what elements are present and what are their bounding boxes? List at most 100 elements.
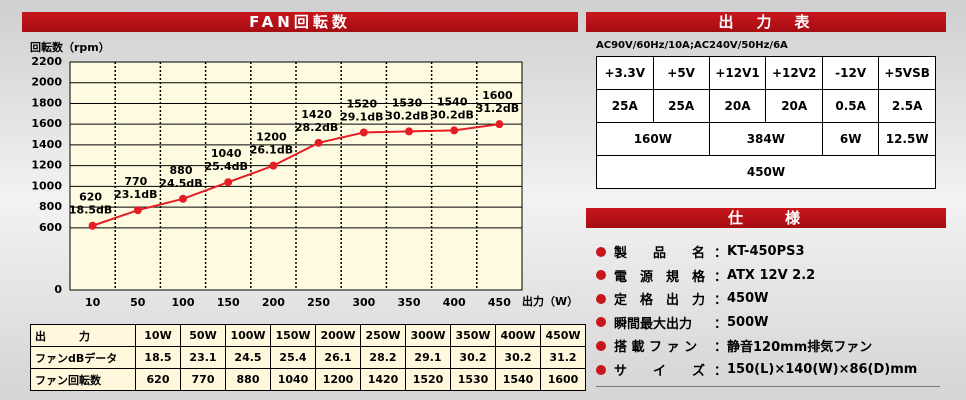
spec-label: 定 格 出 力 — [614, 293, 706, 309]
table-cell: 1200 — [315, 368, 361, 391]
table-cell: 0.5A — [822, 89, 880, 123]
table-cell: 450W — [596, 155, 936, 189]
table-cell: +5VSB — [878, 56, 936, 90]
value-label: 1540 — [437, 95, 468, 108]
table-row: 25A 25A 20A 20A 0.5A 2.5A — [596, 89, 936, 123]
table-cell: 23.1 — [180, 346, 226, 369]
spec-item: 搭 載 フ ァ ン ：静音120mm排気ファン — [596, 336, 872, 355]
db-label: 26.1dB — [250, 144, 293, 157]
value-label: 620 — [79, 191, 102, 204]
x-tick-label: 400 — [443, 296, 466, 309]
table-row: 450W — [596, 155, 936, 189]
output-subtitle: AC90V/60Hz/10A;AC240V/50Hz/6A — [596, 40, 788, 51]
output-table: +3.3V +5V +12V1 +12V2 -12V +5VSB 25A 25A 20A 20A 0… — [596, 56, 936, 189]
y-tick-label: 0 — [54, 283, 62, 296]
value-label: 1530 — [392, 96, 423, 109]
spec-value: 450W — [727, 291, 769, 307]
spec-value: 500W — [727, 314, 769, 330]
point — [179, 194, 187, 203]
point — [359, 128, 368, 137]
point — [405, 127, 413, 136]
table-cell: 770 — [180, 368, 226, 391]
table-cell: 12.5W — [878, 122, 936, 156]
value-label: 1200 — [256, 131, 287, 144]
table-cell: 30.2 — [450, 346, 496, 369]
table-row: 出 力 10W 50W 100W 150W 200W 250W 300W 350W 400W 450… — [30, 324, 586, 347]
table-cell: 31.2 — [540, 346, 586, 369]
table-cell: 6W — [822, 122, 880, 156]
table-cell: 出 力 — [30, 324, 136, 347]
x-tick-label: 350 — [398, 296, 421, 309]
output-title: 出 力 表 — [586, 12, 946, 32]
point — [495, 120, 504, 129]
spec-label: 製 品 名 — [614, 246, 706, 261]
y-tick-label: 600 — [39, 221, 62, 234]
table-cell: 1520 — [405, 368, 451, 391]
value-label: 880 — [170, 164, 193, 177]
db-label: 18.5dB — [69, 204, 112, 217]
y-tick-label: 1200 — [31, 159, 62, 172]
point — [314, 138, 323, 147]
spec-item: 製 品 名 ： KT-450PS3 — [596, 242, 805, 261]
spec-item: 瞬間最大出力 ： 500W — [596, 313, 769, 332]
bullet — [596, 364, 606, 375]
bullet — [596, 270, 606, 281]
x-tick-label: 100 — [172, 296, 195, 309]
spec-label: 電 源 規 格 — [614, 269, 706, 285]
table-cell: 1420 — [360, 368, 406, 391]
y-tick-label: 1400 — [31, 138, 62, 151]
chart-title: FAN回転数 — [22, 12, 578, 32]
db-label: 24.5dB — [159, 177, 202, 190]
table-cell: 25A — [596, 89, 654, 123]
db-label: 25.4dB — [204, 160, 247, 173]
table-cell: 25A — [652, 89, 710, 123]
table-cell: 29.1 — [405, 346, 451, 369]
y-tick-label: 1600 — [31, 117, 62, 130]
spec-value: 静音120mm排気ファン — [727, 340, 873, 356]
spec-value: 150(L)×140(W)×86(D)mm — [727, 362, 918, 377]
spec-label: 搭 載 フ ァ ン — [614, 340, 698, 356]
table-cell: 30.2 — [495, 346, 541, 369]
x-tick-label: 450 — [488, 296, 511, 309]
spec-label: 瞬間最大出力 — [614, 316, 693, 332]
table-cell: 10W — [135, 324, 181, 347]
table-cell: 300W — [405, 324, 451, 347]
table-cell: 384W — [708, 122, 824, 156]
table-cell: 50W — [180, 324, 226, 347]
spec-sep: ： — [714, 269, 728, 285]
table-cell: 1530 — [450, 368, 496, 391]
value-label: 1600 — [482, 89, 513, 102]
x-tick-label: 250 — [307, 296, 330, 309]
bullet — [596, 340, 606, 351]
table-cell: 100W — [225, 324, 271, 347]
table-row: ファン回転数 620 770 880 1040 1200 1420 1520 1530 1540 1… — [30, 368, 586, 391]
x-tick-label: 150 — [217, 296, 240, 309]
x-tick-label: 300 — [352, 296, 375, 309]
y-tick-label: 1000 — [31, 179, 62, 192]
x-tick-label: 50 — [130, 296, 146, 309]
spec-label: サ イ ズ — [614, 364, 706, 379]
spec-item: 定 格 出 力 ： 450W — [596, 289, 769, 308]
table-cell: 160W — [596, 122, 710, 156]
point — [450, 126, 459, 135]
db-label: 31.2dB — [476, 102, 519, 115]
table-cell: ファン回転数 — [30, 368, 136, 391]
table-cell: 24.5 — [225, 346, 271, 369]
value-label: 1420 — [301, 108, 332, 121]
table-row: ファンdBデータ 18.5 23.1 24.5 25.4 26.1 28.2 29.1 30.2… — [30, 346, 586, 369]
spec-sep: ： — [714, 340, 728, 356]
table-cell: 1540 — [495, 368, 541, 391]
table-cell: -12V — [822, 56, 880, 90]
table-cell: 250W — [360, 324, 406, 347]
table-cell: 1040 — [270, 368, 316, 391]
table-cell: 200W — [315, 324, 361, 347]
point — [133, 206, 142, 215]
table-cell: 400W — [495, 324, 541, 347]
table-cell: 150W — [270, 324, 316, 347]
db-label: 23.1dB — [114, 188, 157, 201]
db-label: 29.1dB — [340, 110, 383, 123]
db-label: 28.2dB — [295, 121, 338, 134]
db-label: 30.2dB — [385, 109, 428, 122]
spec-item: 電 源 規 格 ： ATX 12V 2.2 — [596, 266, 815, 285]
spec-sep: ： — [714, 293, 728, 309]
